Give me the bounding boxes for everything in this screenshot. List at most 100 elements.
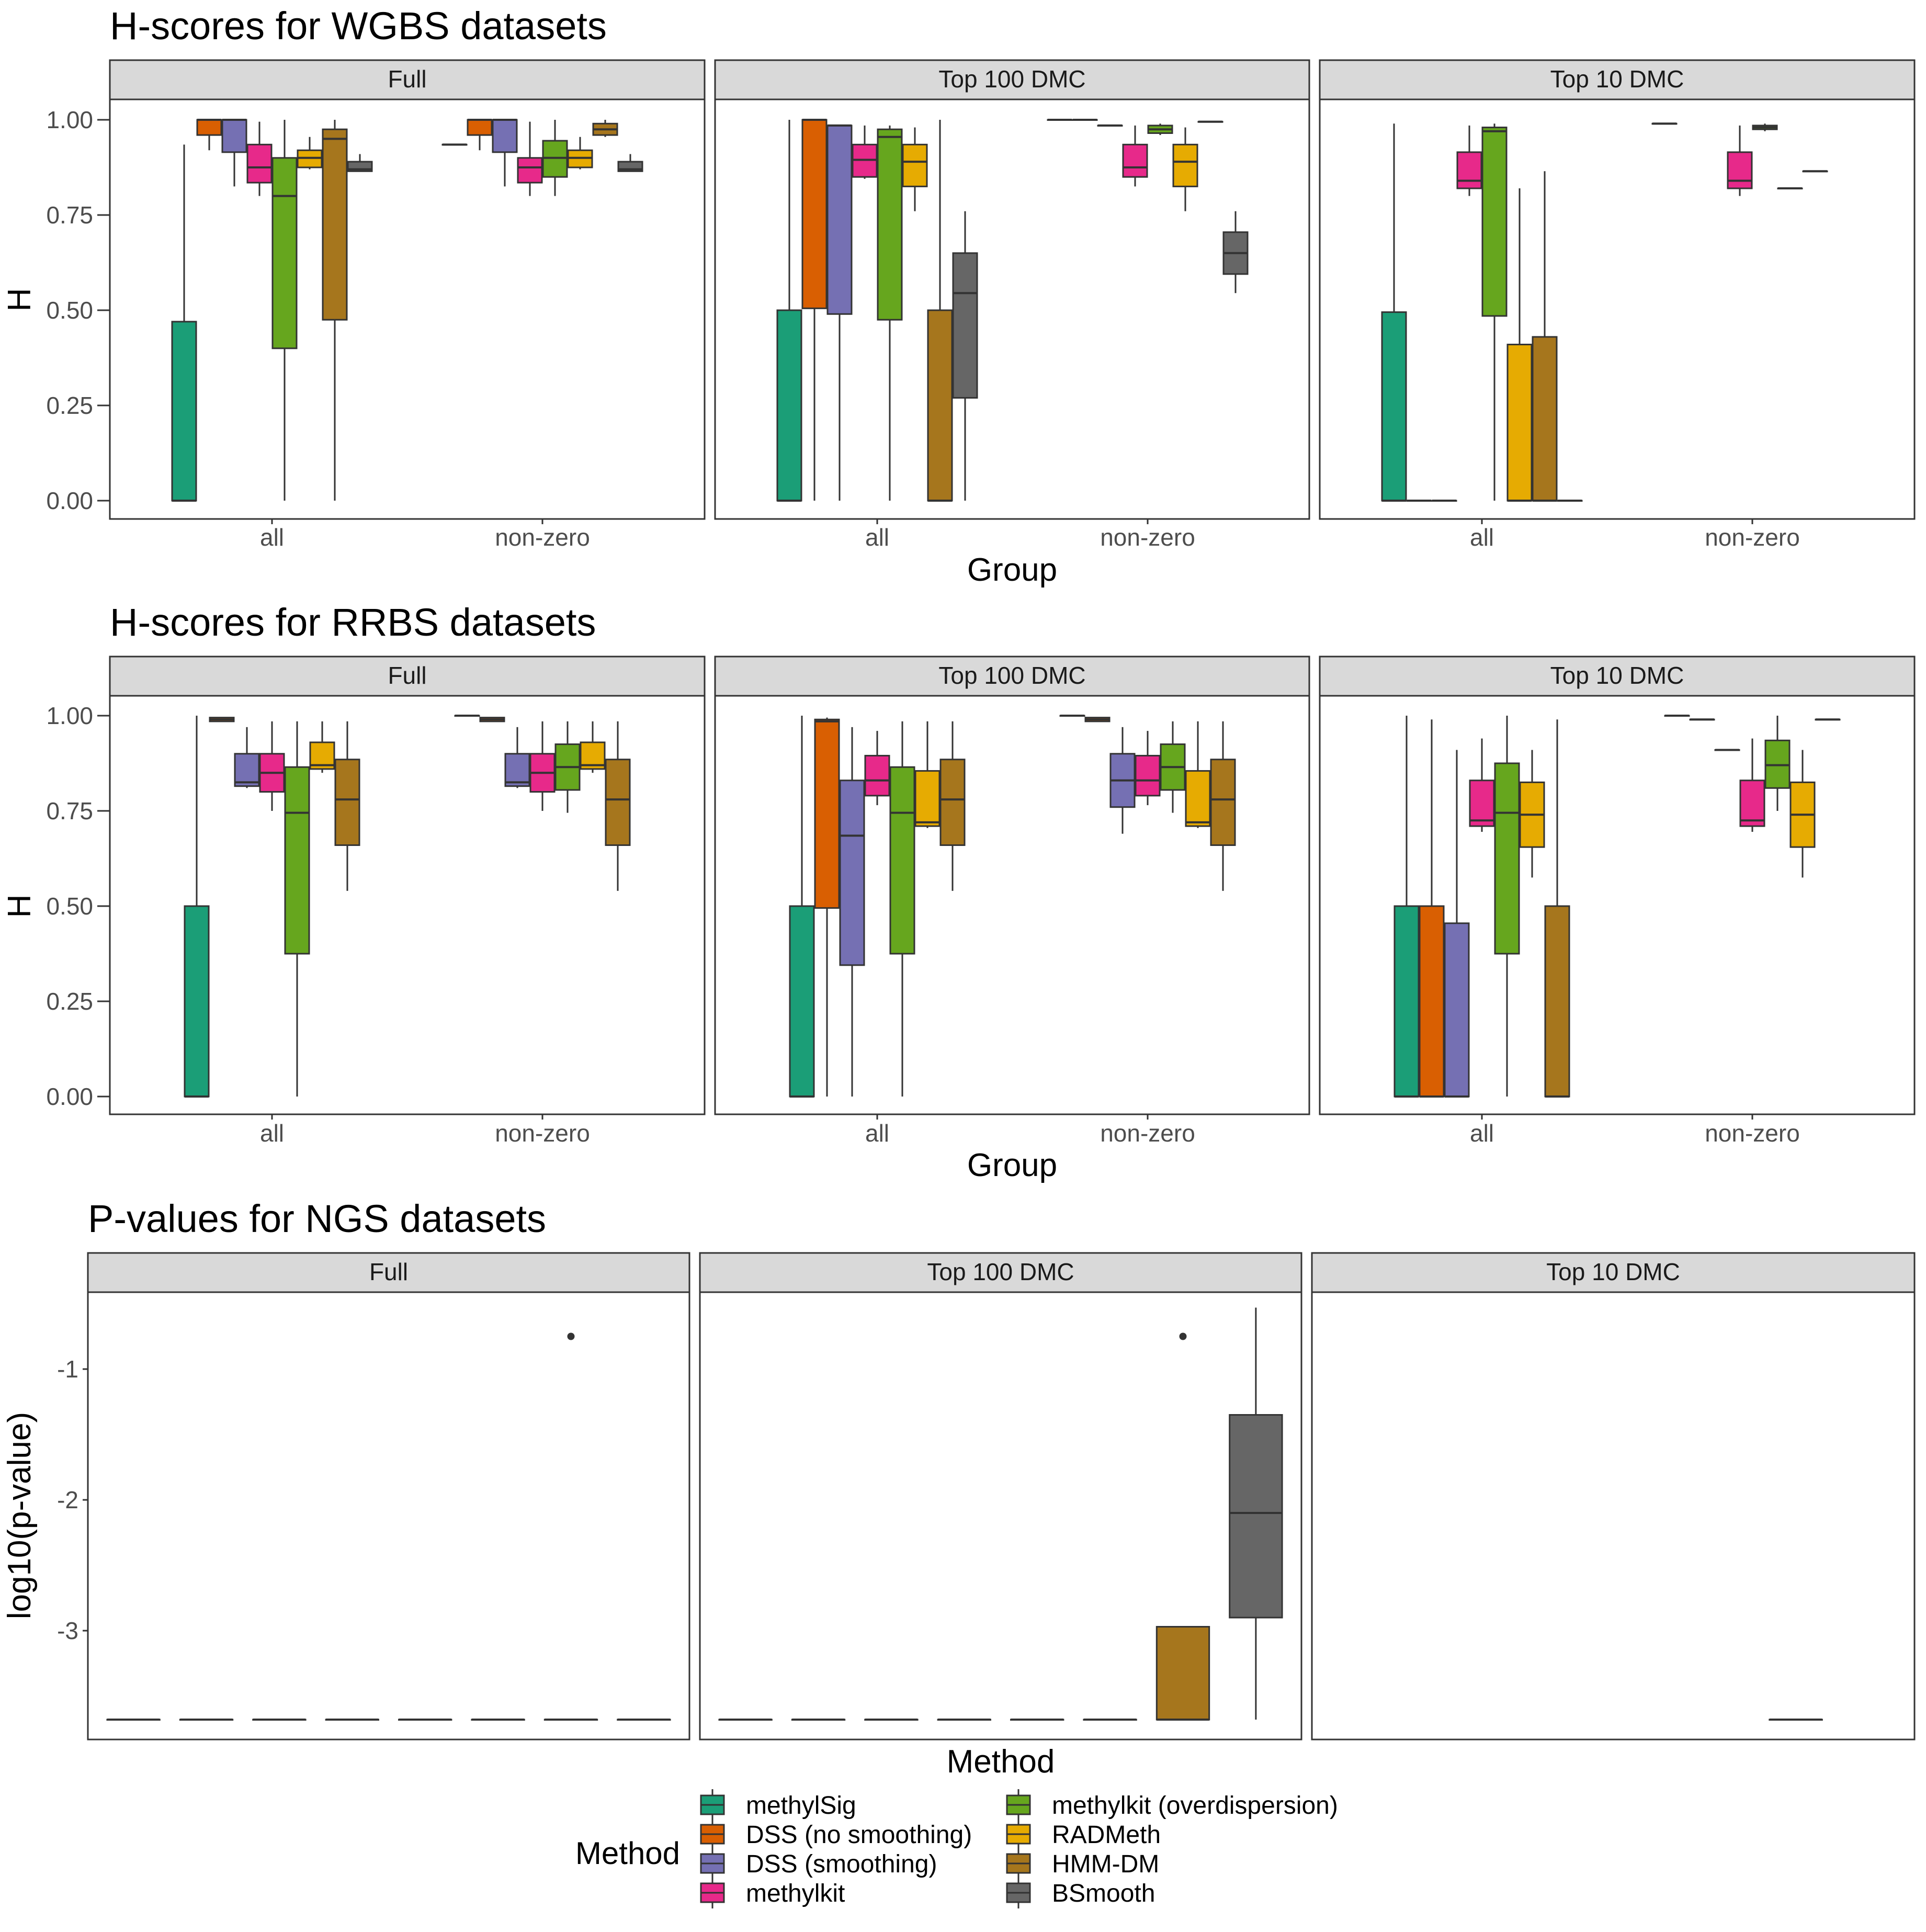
x-tick-label: non-zero xyxy=(1705,524,1800,551)
box-body xyxy=(1155,1626,1210,1721)
facet-strip xyxy=(699,1252,1302,1293)
box-body xyxy=(246,143,273,184)
legend-item: DSS (smoothing) xyxy=(700,1848,937,1879)
facet-panel: Top 10 DMC all non-zero xyxy=(1319,656,1916,1147)
facet-strip-label: Full xyxy=(388,65,426,93)
legend-label: RADMeth xyxy=(1052,1821,1161,1849)
box-body xyxy=(1739,779,1765,827)
box-DSS (smoothing) xyxy=(839,727,865,1097)
box-RADMeth xyxy=(1185,721,1211,828)
outlier-point xyxy=(567,1332,575,1340)
box-DSS (no smoothing) xyxy=(814,717,840,1097)
facet-strip-label: Full xyxy=(388,662,426,689)
box-methylkit xyxy=(1739,738,1765,832)
x-tick-label: all xyxy=(865,1120,889,1147)
facet-strip xyxy=(1319,59,1916,100)
box-body xyxy=(1185,770,1211,827)
box-BSmooth xyxy=(1229,1307,1283,1720)
legend-label: HMM-DM xyxy=(1052,1850,1159,1878)
box-body xyxy=(271,157,298,349)
panel-border xyxy=(699,1291,1302,1741)
box-DSS (no smoothing) xyxy=(801,119,828,501)
box-body xyxy=(1727,151,1753,189)
legend-item: methylkit xyxy=(700,1877,845,1908)
box-body xyxy=(196,119,222,136)
box-HMM-DM xyxy=(605,721,631,891)
box-DSS (smoothing) xyxy=(504,727,530,788)
box-body xyxy=(171,321,197,502)
box-body xyxy=(1506,344,1533,502)
box-body xyxy=(939,759,966,846)
legend-title: Method xyxy=(575,1836,680,1871)
box-methylkit xyxy=(1469,738,1495,832)
x-tick-label: non-zero xyxy=(1705,1120,1800,1147)
box-body xyxy=(826,125,853,315)
box-methylSig xyxy=(789,716,815,1098)
y-tick-label: 0.25 xyxy=(46,988,93,1015)
box-methylSig xyxy=(171,144,197,502)
x-tick-label: non-zero xyxy=(495,1120,590,1147)
box-DSS (no smoothing) xyxy=(1084,717,1111,722)
box-body xyxy=(952,252,978,399)
y-tick-label: 0.50 xyxy=(46,892,93,920)
y-tick-label: 0.00 xyxy=(46,487,93,514)
box-body xyxy=(184,905,210,1098)
box-HMM-DM xyxy=(1532,171,1558,502)
box-body xyxy=(1135,754,1161,797)
box-RADMeth xyxy=(567,137,593,170)
box-methylkit xyxy=(259,721,285,811)
box-HMM-DM xyxy=(334,721,360,891)
box-body xyxy=(1210,759,1236,846)
box-body xyxy=(504,753,530,787)
y-tick-label: 1.00 xyxy=(46,702,93,729)
box-BSmooth xyxy=(347,154,373,172)
box-methylkit (overdispersion) xyxy=(1764,716,1791,811)
box-DSS (no smoothing) xyxy=(467,119,493,151)
box-RADMeth xyxy=(1777,187,1803,190)
box-DSS (smoothing) xyxy=(234,727,260,788)
box-body xyxy=(839,779,865,966)
box-RADMeth xyxy=(309,721,335,773)
facet-strip xyxy=(714,656,1310,697)
box-methylSig xyxy=(441,143,468,146)
box-methylkit xyxy=(1456,125,1482,196)
box-DSS (no smoothing) xyxy=(1419,719,1445,1098)
x-tick-label: all xyxy=(260,1120,284,1147)
y-tick-label: -3 xyxy=(57,1617,78,1644)
facet-panel: Top 10 DMC xyxy=(1311,1252,1916,1741)
box-methylSig xyxy=(776,120,802,502)
box-DSS (no smoothing) xyxy=(209,717,235,722)
facet-panel: Top 100 DMC xyxy=(699,1252,1302,1741)
box-body xyxy=(1532,336,1558,502)
outlier-point xyxy=(1179,1332,1187,1340)
facet-strip xyxy=(1319,656,1916,697)
panel-border xyxy=(1319,98,1916,520)
box-HMM-DM xyxy=(939,721,966,891)
y-tick-label: -1 xyxy=(57,1355,78,1383)
box-methylkit (overdispersion) xyxy=(1494,716,1520,1097)
box-methylkit xyxy=(517,121,543,196)
box-BSmooth xyxy=(1222,211,1249,293)
box-body xyxy=(864,754,890,797)
chart-1: H-scores for WGBS datasets 0.00 0.25 0.50 0.… xyxy=(2,4,1916,588)
legend-item: methylkit (overdispersion) xyxy=(1006,1789,1338,1821)
y-axis-title: H xyxy=(2,288,38,312)
box-methylkit xyxy=(1122,125,1148,187)
box-methylkit (overdispersion) xyxy=(1752,123,1778,131)
facet-panel: Full all non-zero xyxy=(109,656,706,1147)
box-DSS (no smoothing) xyxy=(479,717,505,722)
chart-title: H-scores for WGBS datasets xyxy=(110,4,607,48)
box-body xyxy=(221,119,247,153)
box-BSmooth xyxy=(952,211,978,501)
x-axis-title: Group xyxy=(967,1147,1057,1183)
box-RADMeth xyxy=(1519,750,1545,878)
box-HMM-DM xyxy=(1210,721,1236,891)
box-body xyxy=(1494,762,1520,955)
y-axis-title: H xyxy=(2,895,38,918)
box-methylSig xyxy=(1381,123,1407,502)
box-methylkit (overdispersion) xyxy=(271,120,298,501)
box-methylSig xyxy=(184,716,210,1098)
box-HMM-DM xyxy=(543,1332,598,1721)
legend-item: RADMeth xyxy=(1006,1818,1161,1850)
box-BSmooth xyxy=(617,154,643,172)
